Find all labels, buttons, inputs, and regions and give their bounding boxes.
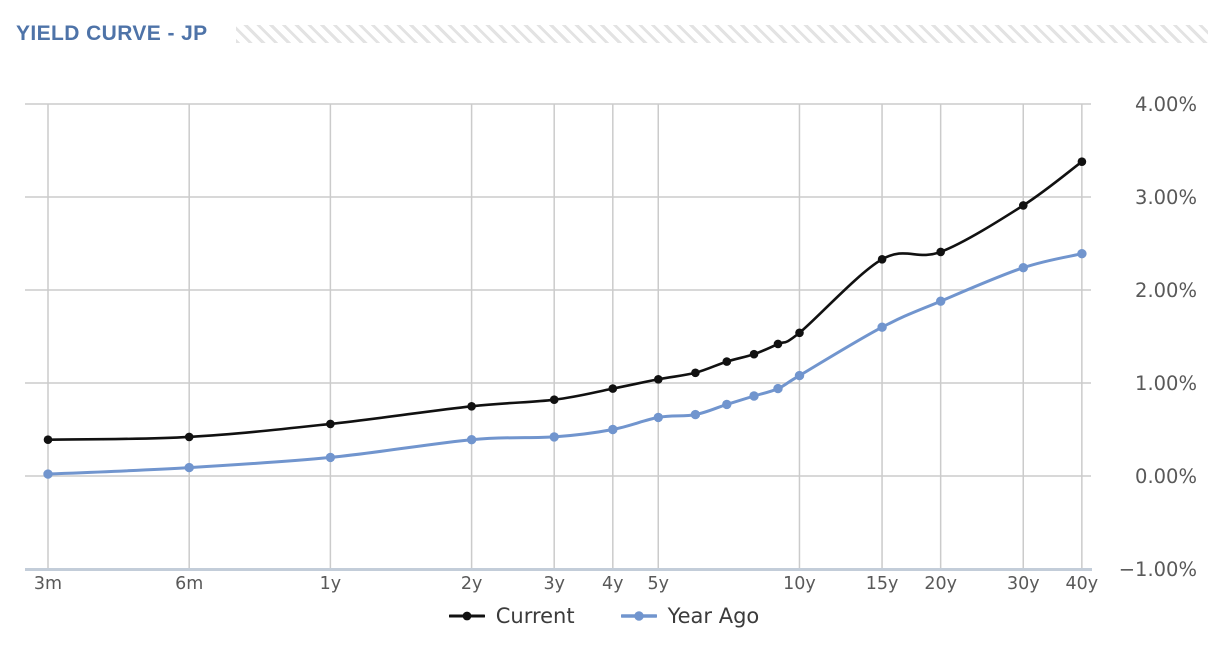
yield-curve-chart: 4.00% 3.00% 2.00% 1.00% 0.00% −1.00% 3m 6m 1y 2y 3… xyxy=(25,93,1197,594)
data-point-marker-year-ago xyxy=(794,370,805,381)
data-point-marker-year-ago xyxy=(653,412,663,423)
data-point-marker-current xyxy=(1019,201,1028,210)
legend-item-current: Current xyxy=(448,604,575,628)
data-point-marker-year-ago xyxy=(43,469,53,479)
data-point-marker-current xyxy=(184,432,194,442)
x-tick-label: 40y xyxy=(1066,574,1099,594)
y-tick-label: −1.00% xyxy=(1119,558,1197,581)
x-tick-label: 3y xyxy=(543,574,565,594)
data-point-marker-year-ago xyxy=(184,462,194,473)
data-point-marker-current xyxy=(877,254,887,264)
data-point-marker-current xyxy=(936,247,945,257)
x-tick-label: 20y xyxy=(924,574,957,594)
y-tick-label: 4.00% xyxy=(1135,93,1197,116)
y-tick-label: 3.00% xyxy=(1135,186,1197,209)
series-line-year-ago xyxy=(46,252,1084,476)
data-point-marker-year-ago xyxy=(466,435,477,445)
current-series-marker-icon xyxy=(448,611,485,621)
legend-label-current: Current xyxy=(495,604,575,628)
x-tick-label: 3m xyxy=(34,574,62,594)
data-point-marker-current xyxy=(691,368,700,378)
data-point-marker-current xyxy=(795,328,804,338)
x-tick-label: 2y xyxy=(461,574,483,594)
data-point-marker-year-ago xyxy=(1077,249,1087,259)
data-point-marker-current xyxy=(1077,157,1087,166)
data-point-marker-current xyxy=(773,339,783,349)
legend-item-year-ago: Year Ago xyxy=(620,604,760,628)
chart-legend: Current Year Ago xyxy=(0,604,1208,628)
data-point-marker-current xyxy=(43,435,53,445)
header: YIELD CURVE - JP xyxy=(16,22,1208,46)
data-point-marker-year-ago xyxy=(722,399,732,410)
x-tick-label: 4y xyxy=(602,574,624,594)
data-point-marker-year-ago xyxy=(877,322,887,332)
data-point-marker-year-ago xyxy=(936,296,946,306)
x-tick-label: 10y xyxy=(783,574,816,594)
series-line-current xyxy=(46,160,1084,441)
x-tick-label: 30y xyxy=(1007,574,1040,594)
x-tick-label: 5y xyxy=(648,574,670,594)
x-tick-label: 1y xyxy=(320,574,342,594)
data-point-marker-year-ago xyxy=(325,452,336,463)
x-tick-label: 15y xyxy=(866,574,899,594)
data-point-marker-current xyxy=(749,349,759,359)
page-title: YIELD CURVE - JP xyxy=(16,22,208,45)
data-point-marker-current xyxy=(608,384,618,393)
data-point-marker-year-ago xyxy=(690,409,701,420)
year-ago-series-marker-icon xyxy=(620,611,657,621)
legend-label-year-ago: Year Ago xyxy=(667,604,760,628)
data-point-marker-current xyxy=(654,375,663,384)
data-point-marker-year-ago xyxy=(1018,263,1028,273)
data-point-marker-year-ago xyxy=(773,383,783,394)
data-point-marker-year-ago xyxy=(549,432,559,442)
y-tick-label: 1.00% xyxy=(1135,372,1197,395)
data-point-marker-year-ago xyxy=(608,424,618,435)
data-point-marker-current xyxy=(467,402,476,411)
data-point-marker-current xyxy=(326,419,335,429)
y-tick-label: 2.00% xyxy=(1135,279,1197,302)
data-point-marker-current xyxy=(549,395,559,405)
data-point-marker-year-ago xyxy=(749,391,759,401)
data-point-marker-current xyxy=(722,357,732,366)
y-tick-label: 0.00% xyxy=(1135,465,1197,488)
x-tick-label: 6m xyxy=(175,574,203,594)
header-hatch-decoration xyxy=(235,25,1208,43)
